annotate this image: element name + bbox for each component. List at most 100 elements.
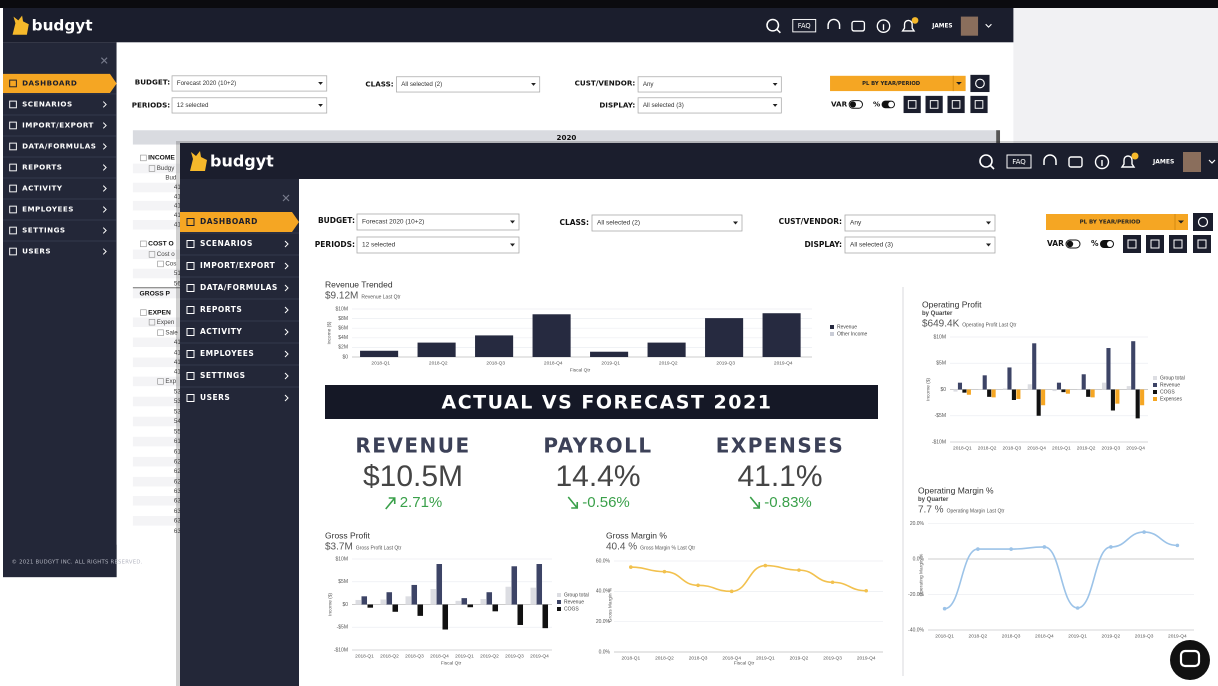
report-button[interactable] <box>1046 214 1188 230</box>
report-button[interactable] <box>830 75 966 92</box>
menu-item[interactable]: IMPORT/EXPORT <box>22 120 94 129</box>
tool-button[interactable] <box>925 95 943 114</box>
var-toggle[interactable] <box>1065 239 1081 249</box>
menu-icon[interactable] <box>9 184 17 193</box>
row-toggle[interactable] <box>157 378 164 385</box>
menu-icon[interactable] <box>186 328 195 336</box>
bell-icon[interactable] <box>1120 155 1136 168</box>
headset-icon[interactable] <box>1043 154 1057 165</box>
info-icon[interactable] <box>1094 154 1110 170</box>
dropdown[interactable] <box>356 213 520 231</box>
chat-button[interactable] <box>1170 640 1210 680</box>
refresh-button[interactable] <box>1193 213 1213 231</box>
menu-item[interactable]: ACTIVITY <box>22 183 63 192</box>
menu-item[interactable]: SETTINGS <box>200 371 246 380</box>
search-icon[interactable] <box>766 18 780 32</box>
dropdown[interactable] <box>637 76 782 93</box>
table-row-label: 63 <box>174 508 181 515</box>
logo-icon <box>190 151 207 171</box>
menu-item[interactable]: USERS <box>200 393 230 402</box>
menu-icon[interactable] <box>186 262 195 270</box>
row-toggle[interactable] <box>148 165 156 172</box>
menu-item[interactable]: DASHBOARD <box>22 78 77 87</box>
menu-icon[interactable] <box>186 372 195 380</box>
table-row-band <box>132 416 181 427</box>
menu-icon[interactable] <box>186 240 195 248</box>
dropdown[interactable] <box>171 97 328 114</box>
bell-icon[interactable] <box>901 19 916 32</box>
row-toggle[interactable] <box>140 154 147 162</box>
dropdown[interactable] <box>844 236 996 254</box>
menu-icon[interactable] <box>9 163 17 172</box>
bar <box>467 604 474 608</box>
dropdown[interactable] <box>356 236 520 254</box>
dropdown[interactable] <box>844 214 996 232</box>
tool-button[interactable] <box>1146 235 1164 253</box>
bar <box>1061 389 1066 393</box>
x-tick-label: 2018-Q2 <box>380 653 399 659</box>
refresh-button[interactable] <box>970 74 990 93</box>
menu-icon[interactable] <box>9 121 17 130</box>
menu-item[interactable]: EMPLOYEES <box>200 349 254 358</box>
table-row-label: 61 <box>174 449 181 456</box>
chart-headline-note: Revenue Last Qtr <box>361 294 401 300</box>
info-icon[interactable] <box>876 19 891 34</box>
x-tick-label: 2018-Q3 <box>405 653 424 659</box>
dropdown[interactable] <box>591 214 743 232</box>
menu-icon[interactable] <box>186 306 195 314</box>
menu-icon[interactable] <box>9 79 17 88</box>
tool-button[interactable] <box>1169 235 1187 253</box>
tool-button[interactable] <box>1123 235 1141 253</box>
tool-button[interactable] <box>903 95 921 114</box>
tool-button[interactable] <box>947 95 965 114</box>
chat-circle[interactable] <box>1170 640 1210 680</box>
row-toggle[interactable] <box>157 329 164 336</box>
menu-item[interactable]: EMPLOYEES <box>22 205 74 214</box>
sidebar-close[interactable] <box>282 194 290 202</box>
headset-icon[interactable] <box>827 18 841 30</box>
menu-item[interactable]: SCENARIOS <box>22 99 73 108</box>
video-icon[interactable] <box>1068 156 1083 168</box>
video-icon[interactable] <box>851 20 866 32</box>
menu-item[interactable]: DATA/FORMULAS <box>200 283 278 292</box>
menu-item[interactable]: DASHBOARD <box>200 217 258 226</box>
tool-button[interactable] <box>970 95 988 114</box>
menu-icon[interactable] <box>186 394 195 402</box>
menu-item[interactable]: SCENARIOS <box>200 239 253 248</box>
dropdown[interactable] <box>171 75 328 92</box>
menu-icon[interactable] <box>186 350 195 358</box>
menu-icon[interactable] <box>9 205 17 214</box>
faq-button[interactable] <box>1006 154 1032 169</box>
avatar[interactable] <box>960 16 979 36</box>
menu-item[interactable]: SETTINGS <box>22 226 65 235</box>
top-strip <box>0 0 1218 8</box>
menu-item[interactable]: ACTIVITY <box>200 327 242 336</box>
tool-button[interactable] <box>1193 235 1211 253</box>
table-row-label: 41 <box>174 359 181 366</box>
menu-icon[interactable] <box>9 100 17 109</box>
menu-item[interactable]: REPORTS <box>22 162 62 171</box>
search-icon[interactable] <box>979 154 993 168</box>
chat-icon <box>1179 649 1201 668</box>
menu-icon[interactable] <box>186 218 195 226</box>
dropdown[interactable] <box>637 97 782 114</box>
avatar[interactable] <box>1183 152 1201 172</box>
sidebar-close[interactable] <box>100 57 108 64</box>
row-toggle[interactable] <box>140 309 147 316</box>
dropdown[interactable] <box>396 76 541 93</box>
var-toggle[interactable] <box>848 100 863 109</box>
menu-item[interactable]: IMPORT/EXPORT <box>200 261 276 270</box>
menu-icon[interactable] <box>9 247 17 256</box>
menu-item[interactable]: USERS <box>22 247 51 256</box>
menu-icon[interactable] <box>9 142 17 151</box>
row-toggle[interactable] <box>157 260 164 268</box>
faq-button[interactable] <box>792 18 817 33</box>
menu-item[interactable]: REPORTS <box>200 305 242 314</box>
row-toggle[interactable] <box>148 251 156 258</box>
menu-item[interactable]: DATA/FORMULAS <box>22 141 96 150</box>
row-toggle[interactable] <box>140 240 147 248</box>
menu-icon[interactable] <box>9 226 17 235</box>
row-toggle[interactable] <box>148 319 156 326</box>
bar <box>1027 384 1032 390</box>
menu-icon[interactable] <box>186 284 195 292</box>
